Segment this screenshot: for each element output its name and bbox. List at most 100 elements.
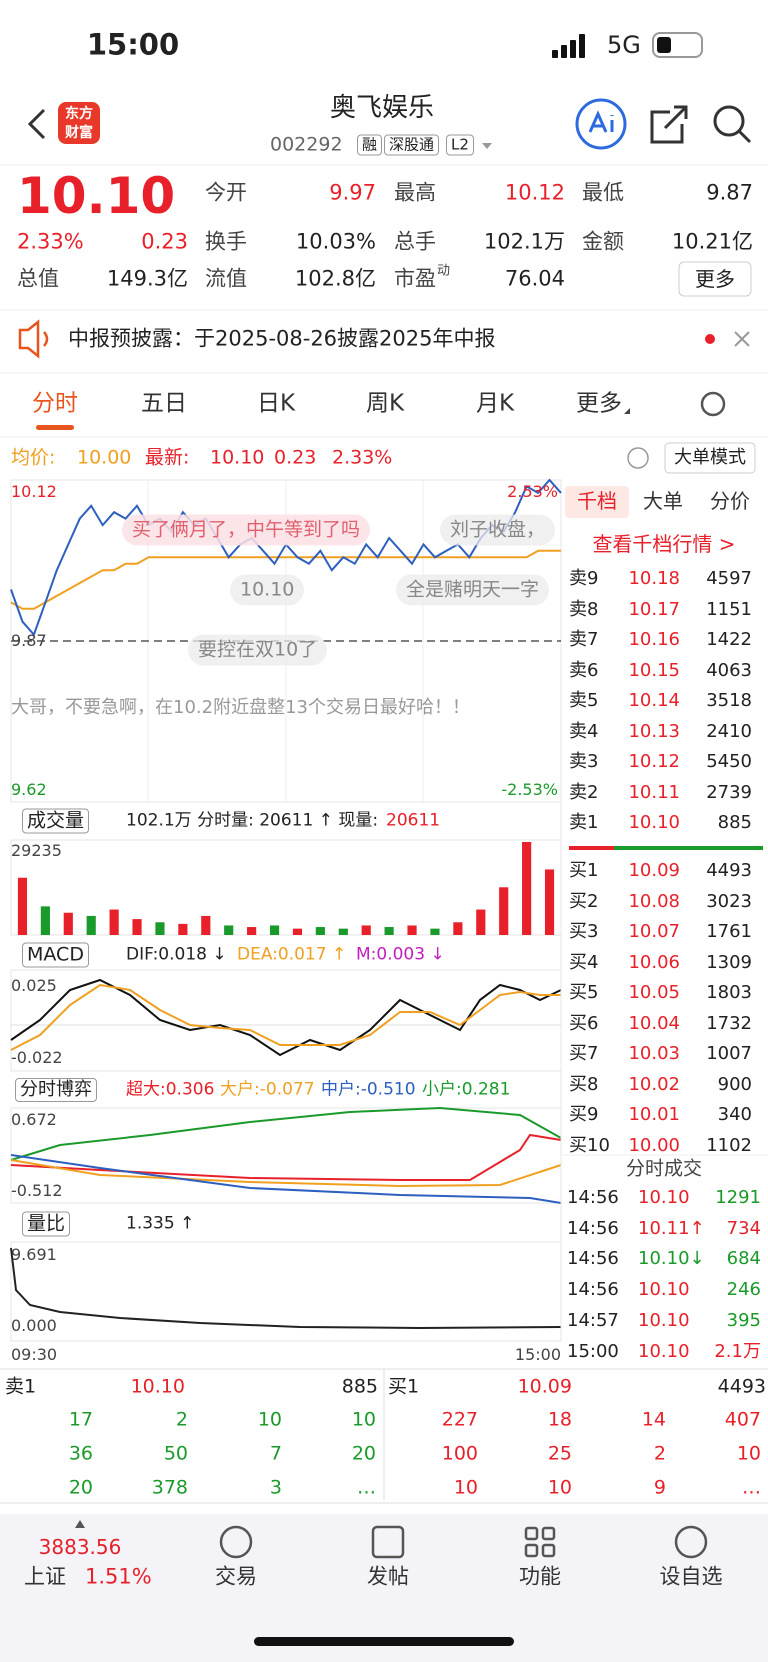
ask-strength	[569, 846, 614, 850]
field-value: 102.1万	[483, 229, 565, 254]
ask-price: 10.11	[628, 781, 680, 803]
volume-bar	[338, 928, 348, 935]
field-value: 76.04	[504, 266, 565, 291]
book-cell: 2	[653, 1442, 666, 1465]
dea-line	[10, 983, 561, 1051]
logo-text: 财富	[65, 125, 93, 141]
volume-bar	[155, 922, 165, 935]
axis-label: -0.512	[11, 1181, 63, 1200]
settings-icon[interactable]	[700, 391, 726, 417]
info-avg: 10.00	[77, 446, 132, 469]
indicator-title[interactable]: 成交量	[22, 808, 90, 834]
tab[interactable]: 五日	[141, 390, 187, 417]
tab[interactable]: 更多	[576, 390, 622, 417]
ask-price: 10.13	[628, 720, 680, 742]
book-price: 10.10	[130, 1375, 185, 1398]
trade-time: 14:56	[567, 1187, 619, 1208]
ask-price: 10.14	[628, 690, 680, 711]
search-icon[interactable]	[713, 105, 745, 137]
back-icon[interactable]	[27, 108, 46, 140]
ask-label: 卖9	[569, 568, 599, 589]
index-name[interactable]: 上证	[24, 1564, 66, 1589]
notice[interactable]: 中报预披露：于2025-08-26披露2025年中报	[68, 326, 496, 351]
panel-link[interactable]: 查看千档行情 >	[592, 532, 736, 556]
book-cell: 14	[641, 1408, 666, 1431]
panel-tab-active	[565, 486, 629, 518]
more-button[interactable]	[678, 261, 752, 297]
axis-label: -2.53%	[501, 780, 558, 799]
book-cell: 10	[547, 1476, 572, 1499]
field-value: 102.8亿	[294, 266, 376, 291]
book-volume: 885	[341, 1375, 378, 1398]
bid-price: 10.00	[628, 1134, 680, 1156]
post-icon[interactable]	[371, 1525, 405, 1559]
index-pct[interactable]: 1.51%	[85, 1564, 152, 1589]
ai-glyph	[588, 110, 614, 133]
trade-price: 10.10	[638, 1187, 690, 1208]
field-label: 最高	[394, 180, 436, 205]
bid-price: 10.05	[628, 982, 680, 1003]
close-icon[interactable]	[734, 331, 750, 347]
nav-item[interactable]: 设自选	[659, 1564, 723, 1589]
book-cell: 378	[151, 1476, 188, 1499]
bid-label: 买2	[569, 890, 599, 912]
book-cell: 407	[724, 1408, 761, 1431]
indicator-title[interactable]: MACD	[22, 942, 89, 968]
index-caret	[75, 1520, 85, 1528]
bid-price: 10.04	[628, 1012, 680, 1034]
volume-bar	[247, 927, 257, 935]
watchlist-icon[interactable]	[674, 1525, 708, 1559]
bid-volume: 1102	[706, 1134, 752, 1156]
logo	[58, 102, 100, 144]
tab[interactable]: 分时	[32, 390, 78, 417]
ask-label: 卖3	[569, 751, 599, 772]
nav-item[interactable]: 交易	[215, 1564, 257, 1589]
ask-label: 卖7	[569, 629, 599, 650]
tag: 深股通	[384, 134, 440, 156]
share-icon[interactable]	[650, 105, 688, 144]
ai-icon[interactable]	[575, 98, 627, 150]
panel-tab[interactable]: 千档	[577, 489, 617, 513]
book-cell: 10	[453, 1476, 478, 1499]
indicator-title[interactable]: 分时博弈	[15, 1078, 97, 1102]
bid-label: 买1	[569, 860, 599, 881]
book-cell: 10	[257, 1408, 282, 1431]
book-cell: 227	[441, 1408, 478, 1431]
bid-volume: 1309	[706, 951, 752, 973]
dropdown[interactable]	[482, 143, 492, 149]
tab[interactable]: 周K	[365, 390, 405, 417]
trade-icon[interactable]	[219, 1525, 253, 1559]
book-cell: 25	[547, 1442, 572, 1465]
bid-price: 10.06	[628, 951, 680, 973]
bid-volume: 340	[717, 1104, 752, 1125]
game-mid: 中户:-0.510	[321, 1079, 416, 1100]
panel-tab[interactable]: 分价	[710, 489, 750, 513]
ask-label: 卖8	[569, 598, 599, 620]
help-icon[interactable]	[627, 447, 649, 469]
bid-volume: 1803	[706, 982, 752, 1003]
trade-price: 10.11↑	[638, 1217, 705, 1239]
ask-volume: 4063	[706, 659, 752, 681]
tab[interactable]: 日K	[256, 390, 296, 417]
mode-button[interactable]	[664, 442, 756, 474]
nav-item[interactable]: 功能	[519, 1564, 561, 1589]
panel-tab[interactable]: 大单	[643, 489, 683, 513]
field-value: 10.21亿	[671, 229, 753, 254]
axis-label: -0.022	[11, 1048, 63, 1067]
tab[interactable]: 月K	[475, 390, 515, 417]
nav-item[interactable]: 发帖	[367, 1564, 409, 1589]
mode-label[interactable]: 大单模式	[674, 447, 746, 468]
game-super: 超大:0.306	[126, 1079, 215, 1100]
book-cell: 20	[68, 1476, 93, 1499]
indicator-title[interactable]: 量比	[22, 1211, 71, 1237]
trade-time: 15:00	[567, 1340, 619, 1362]
bid-label: 买3	[569, 921, 599, 942]
more-label[interactable]: 更多	[695, 267, 735, 291]
index-value[interactable]: 3883.56	[38, 1535, 122, 1559]
change-pct: 2.33%	[17, 229, 84, 254]
field-value: 9.87	[706, 180, 753, 205]
function-icon[interactable]	[524, 1526, 556, 1558]
field-label: 市盈	[394, 266, 436, 291]
book-cell: 7	[269, 1442, 282, 1465]
bid-label: 买9	[569, 1104, 599, 1125]
